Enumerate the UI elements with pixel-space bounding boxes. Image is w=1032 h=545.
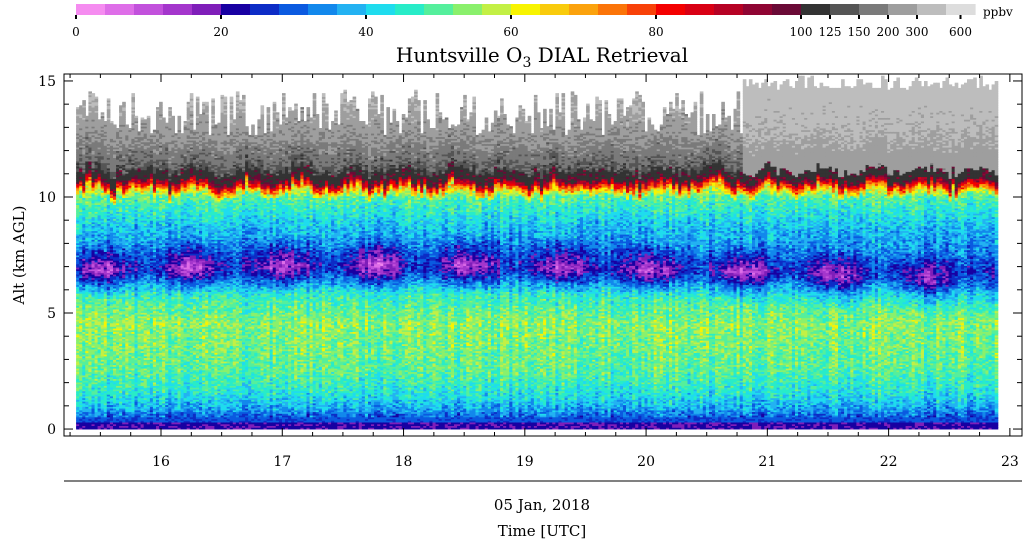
heatmap-cell: [113, 124, 117, 127]
colorbar-tick-label: 200: [877, 25, 900, 39]
heatmap-cell: [91, 93, 96, 96]
colorbar-tick-label: 80: [648, 25, 663, 39]
colorbar-tick-label: 20: [213, 25, 228, 39]
colorbar-tick-label: 60: [503, 25, 518, 39]
chart-title: Huntsville O3 DIAL Retrieval: [396, 43, 688, 71]
colorbar-cell: [685, 4, 715, 15]
colorbar-cell: [308, 4, 338, 15]
colorbar-cell: [859, 4, 889, 15]
heatmap-cell: [82, 100, 86, 103]
title-main: Huntsville O: [396, 43, 523, 67]
heatmap-cell: [97, 119, 102, 122]
colorbar-cell: [279, 4, 309, 15]
colorbar-tick-label: 600: [949, 25, 972, 39]
colorbar-cell: [482, 4, 512, 15]
heatmap-cell: [109, 121, 114, 124]
heatmap-cell: [106, 98, 111, 101]
colorbar-cell: [772, 4, 802, 15]
title-subscript: 3: [522, 55, 531, 71]
colorbar-cell: [801, 4, 831, 15]
heatmap-cell: [156, 107, 160, 110]
colorbar-cell: [337, 4, 367, 15]
colorbar-cell: [598, 4, 628, 15]
colorbar-labels: 0 20 40 60 80 100 125 150 200 300 600: [72, 25, 972, 39]
heatmap-cell: [152, 129, 157, 132]
heatmap-cell: [140, 117, 145, 120]
colorbar-cell: [221, 4, 251, 15]
colorbar-cell: [888, 4, 918, 15]
colorbar-cell: [366, 4, 396, 15]
heatmap-cell: [119, 105, 123, 108]
colorbar-cell: [627, 4, 657, 15]
heatmap-cell: [131, 93, 135, 96]
colorbar-cell: [714, 4, 744, 15]
heatmap-cell: [125, 124, 129, 127]
colorbar-tick-label: 125: [819, 25, 842, 39]
colorbar-cell: [192, 4, 222, 15]
colorbar-cell: [105, 4, 135, 15]
colorbar-ticks: [75, 15, 962, 19]
colorbar-unit: ppbv: [983, 5, 1013, 19]
colorbar-cell: [163, 4, 193, 15]
title-suffix: DIAL Retrieval: [531, 43, 688, 67]
heatmap-cell: [85, 115, 89, 118]
heatmap-cell: [94, 96, 99, 99]
heatmap-cell: [100, 112, 105, 115]
heatmap-cell: [134, 115, 139, 118]
heatmap-cell: [143, 119, 148, 122]
colorbar-cell: [946, 4, 976, 15]
colorbar-tick-label: 300: [906, 25, 929, 39]
heatmap-cell: [76, 107, 80, 110]
colorbar-cell: [395, 4, 425, 15]
colorbar-cell: [656, 4, 686, 15]
colorbar-cell: [76, 4, 106, 15]
colorbar-cells: [76, 4, 976, 15]
colorbar-tick-label: 0: [72, 25, 80, 39]
colorbar-cell: [540, 4, 570, 15]
colorbar-tick-label: 100: [790, 25, 813, 39]
colorbar-cell: [250, 4, 280, 15]
colorbar-cell: [743, 4, 773, 15]
colorbar-cell: [569, 4, 599, 15]
colorbar-tick-label: 150: [848, 25, 871, 39]
heatmap-cell: [88, 91, 92, 94]
colorbar: 0 20 40 60 80 100 125 150 200 300 600 ppbv: [72, 4, 1013, 39]
colorbar-tick-label: 40: [358, 25, 373, 39]
colorbar-cell: [511, 4, 541, 15]
colorbar-cell: [917, 4, 947, 15]
heatmap-cell: [146, 115, 151, 118]
colorbar-cell: [134, 4, 164, 15]
heatmap-cells: [76, 75, 999, 430]
colorbar-cell: [453, 4, 483, 15]
heatmap-cell: [79, 105, 83, 108]
colorbar-cell: [424, 4, 454, 15]
heatmap-cell: [122, 101, 126, 104]
colorbar-cell: [830, 4, 860, 15]
